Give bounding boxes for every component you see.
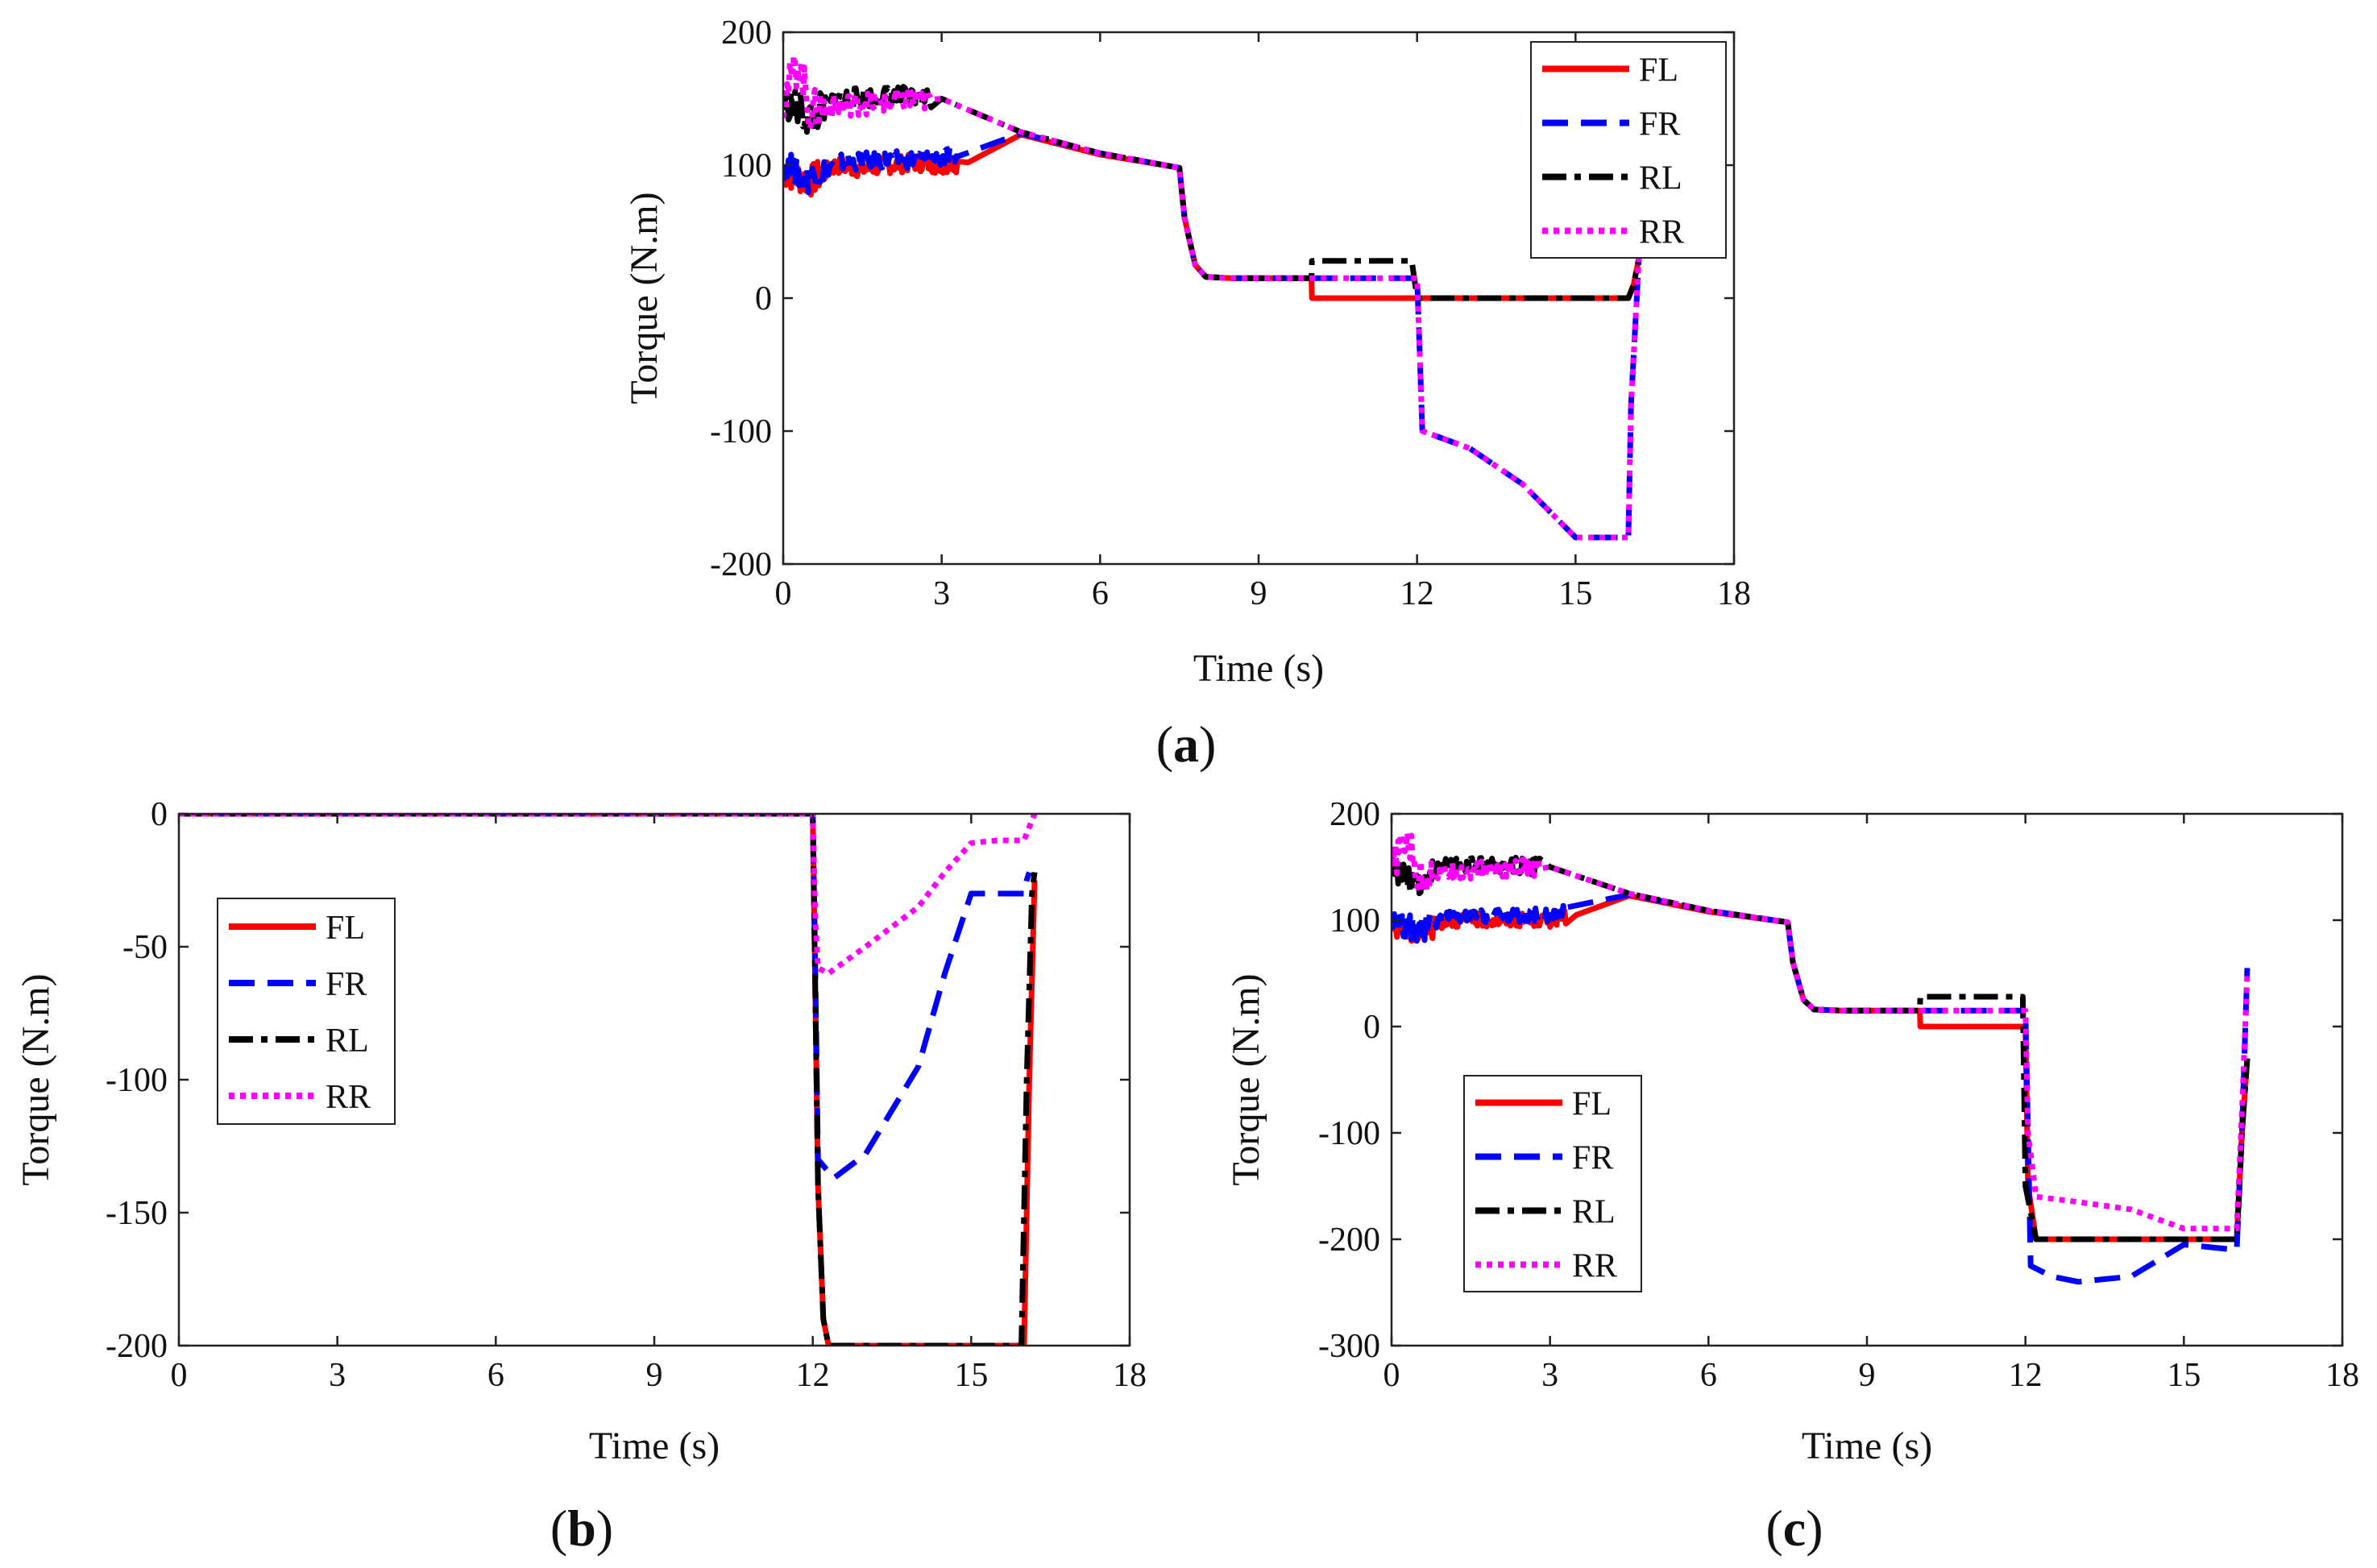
x-tick-label-c: 6	[1700, 1357, 1717, 1394]
x-tick-label-c: 3	[1541, 1357, 1558, 1394]
panel-b-label-letter: b	[567, 1500, 596, 1557]
panel-b: 0 3 6 9 12 15 18 -200 -150 -100 -50 0 Time (s) Torque…	[15, 796, 1147, 1467]
x-tick-label-c: 18	[2325, 1357, 2359, 1394]
y-tick-label-c: 200	[1330, 796, 1380, 833]
panel-c-label: (c)	[1765, 1500, 1823, 1557]
x-tick-label-b: 18	[1113, 1357, 1147, 1394]
y-tick-label-c: -200	[1318, 1222, 1380, 1259]
legend-label-rl-c: RL	[1572, 1194, 1616, 1231]
y-tick-label-a: -100	[710, 413, 772, 450]
y-tick-label-a: 100	[721, 147, 772, 185]
legend-box-a	[1530, 41, 1727, 259]
y-tick-label-b: -200	[106, 1328, 168, 1365]
y-tick-label-c: -300	[1318, 1328, 1380, 1365]
legend-label-rr-c: RR	[1572, 1248, 1617, 1285]
y-tick-label-a: 0	[755, 280, 772, 317]
y-tick-label-c: -100	[1318, 1115, 1380, 1152]
x-tick-label-b: 0	[171, 1357, 188, 1394]
series-group-c	[1392, 830, 2250, 1285]
legend-c: FL FR RL RR	[1463, 1075, 1642, 1292]
panel-b-label-close: )	[596, 1500, 613, 1557]
x-tick-label-b: 6	[487, 1357, 504, 1394]
x-tick-label-a: 18	[1717, 575, 1751, 612]
x-tick-label-a: 12	[1400, 575, 1434, 612]
legend-label-fr-b: FR	[326, 966, 367, 1003]
series-group-b	[179, 814, 1038, 1346]
x-tick-label-b: 9	[646, 1357, 663, 1394]
panel-a-label: (a)	[1156, 716, 1217, 773]
y-tick-label-a: -200	[710, 546, 772, 583]
panel-c-label-close: )	[1806, 1500, 1823, 1557]
legend-label-fr-c: FR	[1572, 1140, 1613, 1177]
panel-a-label-open: (	[1156, 716, 1173, 773]
x-tick-label-a: 15	[1558, 575, 1592, 612]
y-tick-label-c: 0	[1363, 1009, 1380, 1046]
x-tick-label-a: 6	[1092, 575, 1109, 612]
y-tick-label-b: -50	[122, 929, 168, 966]
panel-b-label-open: (	[550, 1500, 567, 1557]
x-tick-label-c: 0	[1383, 1357, 1400, 1394]
series-line-rr-a	[783, 53, 1642, 541]
series-line-fr-b	[179, 814, 1032, 1181]
x-axis-label-c: Time (s)	[1802, 1425, 1932, 1467]
legend-box-b	[217, 898, 396, 1125]
series-group-a	[783, 53, 1642, 541]
panel-a: 0 3 6 9 12 15 18 -200 -100 0 100 200 Time (s) Torque …	[623, 15, 1751, 690]
legend-label-rl-b: RL	[326, 1023, 369, 1060]
y-tick-label-b: -150	[106, 1195, 168, 1232]
series-line-rl-b	[179, 814, 1038, 1346]
panel-a-label-letter: a	[1173, 716, 1199, 773]
panel-a-label-close: )	[1199, 716, 1216, 773]
series-line-fr-c	[1392, 891, 2250, 1285]
panel-c-label-letter: c	[1783, 1500, 1806, 1557]
legend-label-fl-a: FL	[1639, 52, 1678, 89]
x-axis-label-a: Time (s)	[1193, 647, 1324, 690]
y-axis-label-b: Torque (N.m)	[15, 973, 57, 1185]
x-tick-label-b: 12	[796, 1357, 830, 1394]
panel-c-label-open: (	[1765, 1500, 1782, 1557]
y-axis-label-c: Torque (N.m)	[1225, 973, 1267, 1185]
x-tick-label-a: 9	[1251, 575, 1267, 612]
x-tick-label-c: 15	[2167, 1357, 2201, 1394]
x-tick-label-c: 9	[1859, 1357, 1876, 1394]
y-axis-label-a: Torque (N.m)	[623, 192, 666, 404]
y-tick-label-b: 0	[151, 796, 168, 833]
panel-b-label: (b)	[550, 1500, 613, 1557]
legend-label-fl-c: FL	[1572, 1086, 1612, 1123]
y-tick-label-c: 100	[1330, 902, 1380, 940]
y-tick-label-b: -100	[106, 1062, 168, 1099]
x-tick-label-a: 0	[775, 575, 792, 612]
x-axis-label-b: Time (s)	[589, 1425, 720, 1467]
x-tick-label-a: 3	[933, 575, 950, 612]
series-line-fr-a	[783, 130, 1642, 541]
legend-label-fl-b: FL	[326, 910, 365, 947]
x-tick-label-b: 15	[954, 1357, 988, 1394]
y-tick-label-a: 200	[721, 15, 772, 52]
legend-label-fr-a: FR	[1639, 106, 1680, 143]
legend-label-rr-b: RR	[326, 1079, 371, 1116]
legend-label-rr-a: RR	[1639, 214, 1684, 251]
legend-box-c	[1463, 1075, 1642, 1292]
x-tick-label-b: 3	[329, 1357, 346, 1394]
legend-b: FL FR RL RR	[217, 898, 396, 1125]
panel-c: 0 3 6 9 12 15 18 -300 -200 -100 0 100 200 Time (s) Tor…	[1225, 796, 2359, 1467]
x-tick-label-c: 12	[2009, 1357, 2043, 1394]
legend-label-rl-a: RL	[1639, 160, 1682, 197]
series-line-rr-c	[1392, 830, 2250, 1232]
legend-a: FL FR RL RR	[1530, 41, 1727, 259]
